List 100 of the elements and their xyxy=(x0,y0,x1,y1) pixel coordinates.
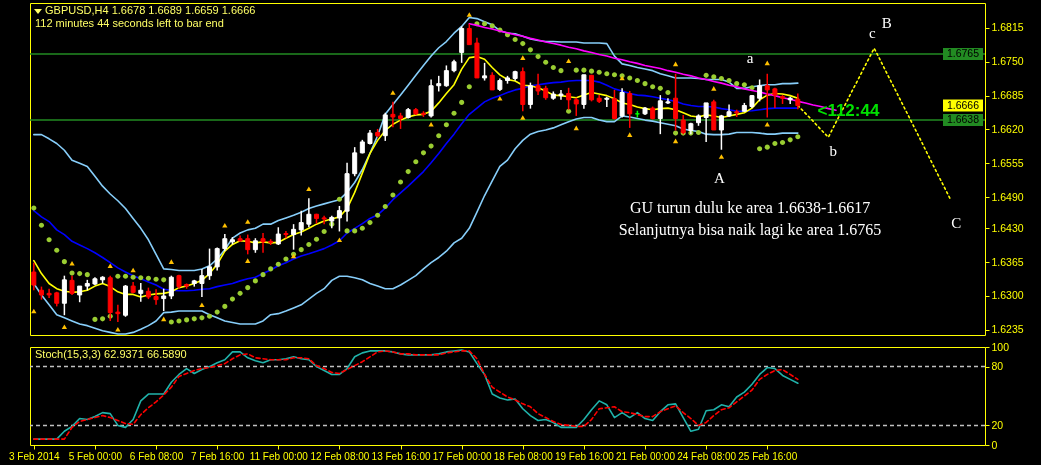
candlestick xyxy=(199,268,205,298)
point xyxy=(497,95,503,101)
candlestick xyxy=(611,89,617,121)
candlestick xyxy=(161,287,167,312)
point xyxy=(199,302,205,308)
y-tick-label: 1.6750 xyxy=(991,55,1024,68)
point xyxy=(711,86,717,91)
y-tick-label: 1.6490 xyxy=(991,190,1024,203)
point xyxy=(130,267,136,273)
point xyxy=(390,90,396,95)
y-tick-label: 0 xyxy=(991,438,998,451)
candlestick xyxy=(619,87,625,119)
annotation: Selanjutnya bisa naik lagi ke area 1.6765 xyxy=(618,221,882,240)
y-tick-label: 1.6430 xyxy=(991,221,1024,234)
y-tick-label: 1.6620 xyxy=(991,122,1024,135)
annotation: B xyxy=(881,14,892,31)
y-tick-label: 1.6685 xyxy=(991,89,1024,102)
y-tick-label: 1.6555 xyxy=(991,156,1024,169)
candlestick xyxy=(657,94,663,135)
point xyxy=(336,237,343,243)
candlestick xyxy=(757,78,763,103)
point xyxy=(245,219,251,224)
candlestick xyxy=(382,112,388,142)
x-tick-label: 11 Feb 00:00 xyxy=(249,450,309,462)
point xyxy=(466,12,472,17)
x-tick-label: 21 Feb 00:00 xyxy=(616,450,676,462)
x-tick-label: 24 Feb 08:00 xyxy=(677,450,737,462)
candlestick xyxy=(466,23,472,46)
annotation: b xyxy=(829,143,837,160)
candlestick xyxy=(61,274,67,316)
annotation: GU turun dulu ke area 1.6638-1.6617 xyxy=(629,199,871,217)
candlestick xyxy=(390,101,396,129)
y-tick-label: 80 xyxy=(991,360,1004,373)
x-tick-label: 19 Feb 16:00 xyxy=(554,450,615,462)
candlestick xyxy=(558,89,564,101)
candlestick xyxy=(138,282,144,303)
annotation: A xyxy=(714,169,726,186)
candlestick xyxy=(535,73,541,96)
candlestick xyxy=(115,304,121,323)
candlestick xyxy=(153,288,159,306)
y-tick-label: 1.6365 xyxy=(991,255,1024,268)
y-tick-label: 1.6815 xyxy=(991,21,1024,34)
x-tick-label: 18 Feb 08:00 xyxy=(493,450,554,462)
candlestick xyxy=(306,197,312,229)
candlestick xyxy=(291,223,297,251)
candlestick xyxy=(566,87,572,111)
point xyxy=(107,263,113,269)
point xyxy=(718,154,725,159)
point xyxy=(61,324,68,329)
candlestick xyxy=(527,81,533,110)
y-tick-label: 100 xyxy=(991,340,1010,353)
x-tick-label: 6 Feb 08:00 xyxy=(129,450,184,462)
point xyxy=(115,326,121,332)
candlestick xyxy=(245,233,251,256)
candlestick xyxy=(573,96,579,117)
x-tick-label: 12 Feb 08:00 xyxy=(310,450,370,462)
x-tick-label: 13 Feb 16:00 xyxy=(371,450,431,462)
chart-title: GBPUSD,H4 1.6678 1.6689 1.6659 1.6666 xyxy=(45,4,256,16)
y-tick-label: 20 xyxy=(991,418,1004,431)
point xyxy=(764,60,770,66)
candlestick xyxy=(627,90,633,129)
point xyxy=(672,138,679,144)
candlestick xyxy=(298,209,304,237)
candlestick xyxy=(443,64,449,88)
point xyxy=(306,186,312,192)
y-tick-label: 1.6235 xyxy=(991,323,1024,336)
text: 112 minutes 44 seconds left to bar end xyxy=(35,17,224,29)
x-tick-label: 3 Feb 2014 xyxy=(9,450,61,462)
x-tick-label: 7 Feb 16:00 xyxy=(190,450,245,462)
candlestick xyxy=(207,247,213,281)
annotation: 1.6666 xyxy=(946,98,980,111)
point xyxy=(520,55,526,60)
x-tick-label: 5 Feb 00:00 xyxy=(68,450,123,462)
candlestick xyxy=(336,205,342,233)
candlestick xyxy=(352,146,358,178)
ref-line-label: 1.6638 xyxy=(946,113,980,126)
candlestick xyxy=(459,25,465,64)
candlestick xyxy=(260,232,266,254)
y-tick-label: 1.6300 xyxy=(991,289,1024,302)
point xyxy=(520,115,526,120)
annotation: c xyxy=(868,24,876,41)
x-tick-label: 25 Feb 16:00 xyxy=(738,450,798,462)
candlestick xyxy=(283,230,289,239)
annotation: C xyxy=(951,214,962,231)
point xyxy=(565,58,572,64)
annotation: a xyxy=(746,49,754,66)
point xyxy=(245,258,251,263)
candlestick xyxy=(764,73,770,119)
point xyxy=(168,259,174,264)
candlestick xyxy=(31,261,37,291)
point xyxy=(627,132,633,137)
candlestick xyxy=(703,102,709,143)
point xyxy=(764,121,770,127)
chart-title: Stoch(15,3,3) 62.9371 66.5890 xyxy=(35,348,187,360)
point xyxy=(428,121,434,127)
candlestick xyxy=(168,274,174,300)
ref-line-label: 1.6765 xyxy=(946,47,980,59)
point xyxy=(672,61,679,67)
x-tick-label: 17 Feb 00:00 xyxy=(432,450,493,462)
candlestick xyxy=(718,114,724,151)
